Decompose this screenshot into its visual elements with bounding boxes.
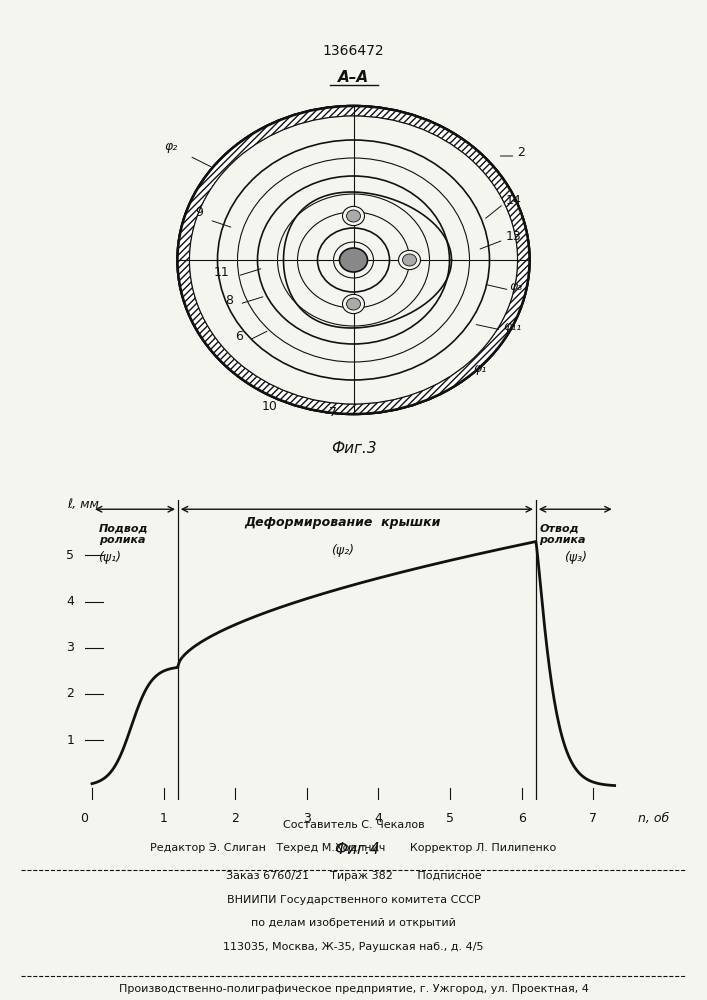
Text: 4: 4 <box>66 595 74 608</box>
Text: 9: 9 <box>196 206 204 219</box>
Text: φ₂: φ₂ <box>164 140 177 153</box>
Text: φ₁: φ₁ <box>474 362 486 375</box>
Text: 8: 8 <box>226 294 233 307</box>
Ellipse shape <box>177 106 530 414</box>
Text: (ψ₂): (ψ₂) <box>331 544 354 557</box>
Text: 2: 2 <box>66 687 74 700</box>
Text: Отвод
ролика: Отвод ролика <box>539 523 586 545</box>
Ellipse shape <box>402 254 416 266</box>
Text: Фиг.3: Фиг.3 <box>331 441 376 456</box>
Text: Производственно-полиграфическое предприятие, г. Ужгород, ул. Проектная, 4: Производственно-полиграфическое предприя… <box>119 984 588 994</box>
Ellipse shape <box>342 294 365 314</box>
Text: 11: 11 <box>214 266 230 279</box>
Text: n, об: n, об <box>638 812 670 825</box>
Text: 6: 6 <box>518 812 525 825</box>
Text: φ₁₁: φ₁₁ <box>503 320 522 333</box>
Text: ВНИИПИ Государственного комитета СССР: ВНИИПИ Государственного комитета СССР <box>227 895 480 905</box>
Text: ℓ, мм: ℓ, мм <box>67 498 99 511</box>
Text: 3: 3 <box>303 812 310 825</box>
Text: 14: 14 <box>506 194 521 207</box>
Text: 13: 13 <box>506 230 521 243</box>
Text: Составитель С. Чекалов: Составитель С. Чекалов <box>283 820 424 830</box>
Text: 2: 2 <box>518 146 525 159</box>
Text: 1: 1 <box>160 812 168 825</box>
Text: 7: 7 <box>589 812 597 825</box>
Ellipse shape <box>346 298 361 310</box>
Text: 5: 5 <box>446 812 454 825</box>
Text: Фиг.4: Фиг.4 <box>334 842 380 857</box>
Text: по делам изобретений и открытий: по делам изобретений и открытий <box>251 918 456 928</box>
Ellipse shape <box>346 210 361 222</box>
Text: 2: 2 <box>231 812 239 825</box>
Text: А–А: А–А <box>338 70 369 85</box>
Text: Деформирование  крышки: Деформирование крышки <box>245 516 440 529</box>
Ellipse shape <box>177 106 530 414</box>
Text: 7: 7 <box>329 406 337 419</box>
Text: 1366472: 1366472 <box>322 44 385 58</box>
Text: 113035, Москва, Ж-35, Раушская наб., д. 4/5: 113035, Москва, Ж-35, Раушская наб., д. … <box>223 942 484 952</box>
Text: Подвод
ролика: Подвод ролика <box>99 523 148 545</box>
Text: 0: 0 <box>81 812 88 825</box>
Ellipse shape <box>342 206 365 226</box>
Text: (ψ₁): (ψ₁) <box>98 551 122 564</box>
Text: 5: 5 <box>66 549 74 562</box>
Ellipse shape <box>189 116 518 404</box>
Text: 1: 1 <box>66 734 74 746</box>
Text: 10: 10 <box>262 400 277 413</box>
Text: 6: 6 <box>235 330 243 343</box>
Ellipse shape <box>339 248 368 272</box>
Text: Редактор Э. Слиган   Техред М.Ходлнич       Корректор Л. Пилипенко: Редактор Э. Слиган Техред М.Ходлнич Корр… <box>151 843 556 853</box>
Text: (ψ₃): (ψ₃) <box>563 551 587 564</box>
Text: 4: 4 <box>375 812 382 825</box>
Ellipse shape <box>189 116 518 404</box>
Text: 3: 3 <box>66 641 74 654</box>
Ellipse shape <box>399 250 421 270</box>
Text: φ₃: φ₃ <box>510 280 522 293</box>
Text: Заказ 6760/21      Тираж 382       Подписное: Заказ 6760/21 Тираж 382 Подписное <box>226 871 481 881</box>
